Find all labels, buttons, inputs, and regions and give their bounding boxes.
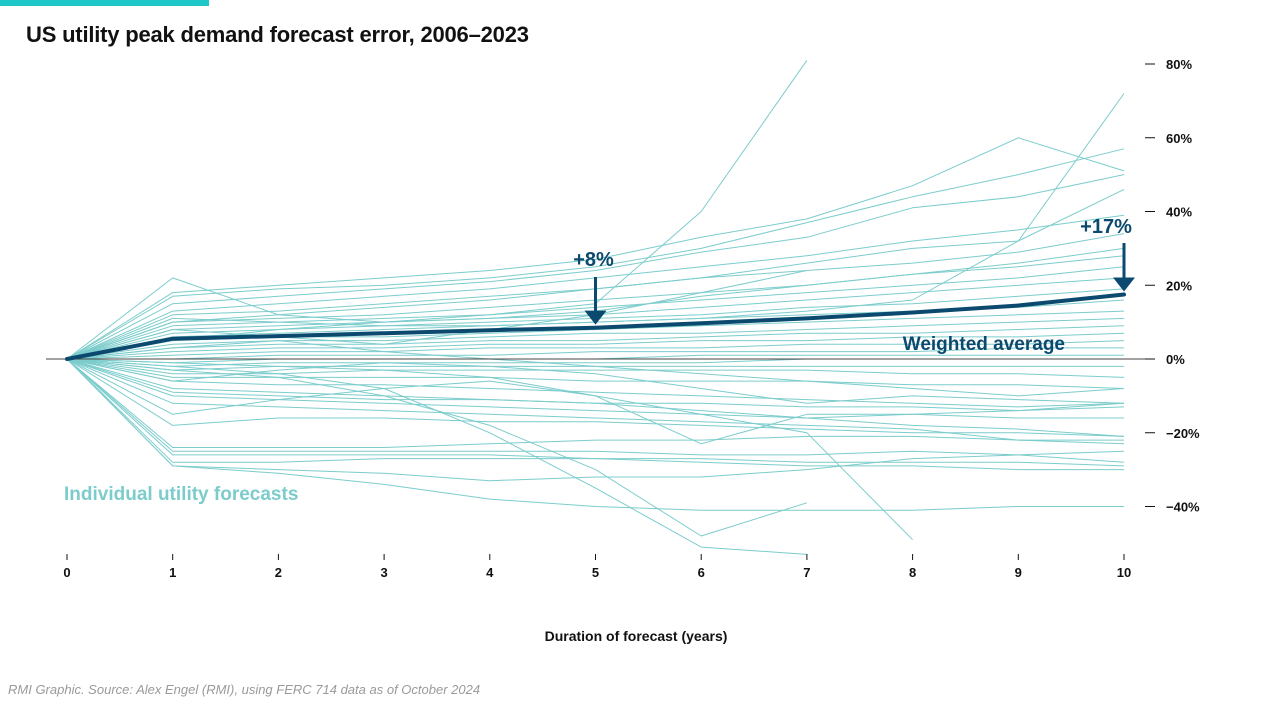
x-tick-label: 8 bbox=[909, 565, 916, 580]
y-tick-label: 0% bbox=[1166, 352, 1185, 367]
individual-forecast-line bbox=[66, 358, 1124, 367]
individual-forecast-line bbox=[66, 358, 808, 537]
individual-forecast-line bbox=[66, 358, 1125, 404]
x-tick-label: 5 bbox=[592, 565, 599, 580]
individual-forecast-line bbox=[66, 332, 1125, 360]
accent-bar bbox=[0, 0, 209, 6]
individual-forecast-line bbox=[66, 358, 1125, 412]
individual-forecast-line bbox=[66, 358, 913, 541]
y-tick-label: 60% bbox=[1166, 131, 1192, 146]
individual-forecast-line bbox=[66, 340, 1125, 397]
individual-forecast-line bbox=[66, 148, 1125, 360]
individual-forecast-line bbox=[66, 358, 1125, 389]
source-note: RMI Graphic. Source: Alex Engel (RMI), u… bbox=[8, 682, 481, 697]
individual-forecast-line bbox=[66, 358, 1124, 441]
arrow-plus8-head bbox=[584, 310, 607, 325]
x-axis-label: Duration of forecast (years) bbox=[544, 628, 728, 644]
x-tick-label: 1 bbox=[169, 565, 176, 580]
individual-forecast-line bbox=[66, 358, 1125, 408]
average-line-group bbox=[65, 292, 1126, 361]
individual-forecast-line bbox=[66, 358, 1125, 482]
x-tick-label: 10 bbox=[1117, 565, 1131, 580]
x-tick-label: 6 bbox=[698, 565, 705, 580]
individual-forecast-line bbox=[66, 358, 1125, 437]
individual-forecast-line bbox=[66, 358, 1124, 471]
weighted-average-label: Weighted average bbox=[903, 334, 1065, 355]
individual-forecast-line bbox=[66, 358, 1125, 445]
individual-forecast-line bbox=[66, 174, 1125, 360]
individual-forecast-line bbox=[66, 317, 1125, 360]
individual-forecast-line bbox=[66, 340, 1125, 360]
annotation-plus8: +8% bbox=[573, 249, 614, 271]
y-tick-label: 20% bbox=[1166, 278, 1192, 293]
individual-forecasts-label: Individual utility forecasts bbox=[64, 484, 298, 505]
individual-forecast-line bbox=[66, 137, 1125, 360]
x-tick-label: 0 bbox=[63, 565, 70, 580]
y-tick-label: −40% bbox=[1166, 500, 1200, 515]
individual-forecast-line bbox=[66, 270, 808, 360]
individual-forecast-line bbox=[66, 358, 1125, 448]
individual-forecast-line bbox=[66, 325, 1125, 360]
x-tick-label: 4 bbox=[486, 565, 494, 580]
weighted-average-line bbox=[65, 292, 1126, 361]
x-tick-label: 7 bbox=[803, 565, 810, 580]
individual-forecast-line bbox=[66, 358, 1124, 511]
y-axis-ticks: 80% 60% 40% 20% 0% −20% −40% bbox=[1145, 57, 1200, 515]
x-tick-label: 2 bbox=[275, 565, 282, 580]
chart-title: US utility peak demand forecast error, 2… bbox=[26, 22, 529, 47]
y-tick-label: 40% bbox=[1166, 205, 1192, 220]
annotation-plus17: +17% bbox=[1080, 216, 1132, 238]
y-tick-label: −20% bbox=[1166, 426, 1200, 441]
x-tick-label: 3 bbox=[380, 565, 387, 580]
annotations-group: +8% +17% Weighted average Individual utilit… bbox=[64, 216, 1135, 505]
y-tick-label: 80% bbox=[1166, 57, 1192, 72]
individual-forecast-line bbox=[66, 358, 1125, 463]
individual-forecast-line bbox=[67, 347, 1124, 360]
individual-forecast-line bbox=[66, 358, 1124, 419]
x-axis-ticks: 0 1 2 3 4 5 6 7 8 9 10 bbox=[63, 554, 1131, 580]
arrow-plus17-head bbox=[1113, 277, 1135, 292]
x-tick-label: 9 bbox=[1015, 565, 1022, 580]
